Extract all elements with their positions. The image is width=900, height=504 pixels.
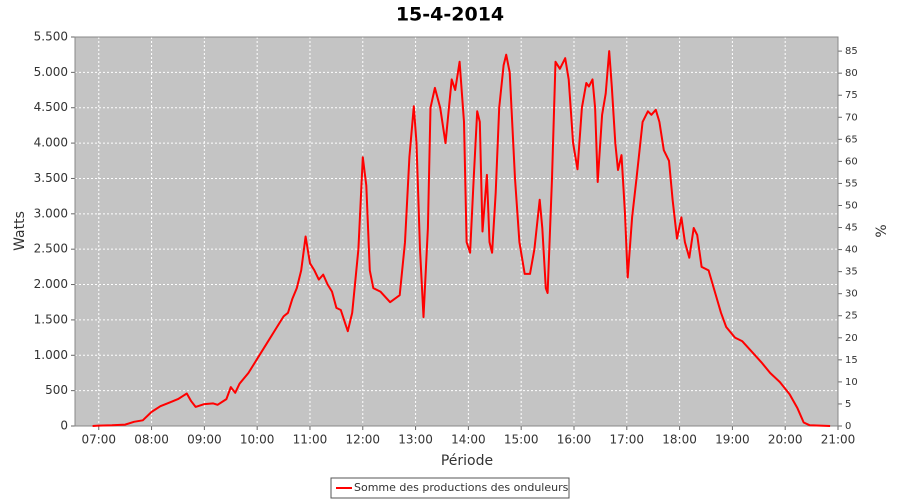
y2-tick-label: 20 <box>845 333 858 344</box>
y2-tick-label: 10 <box>845 377 858 388</box>
y2-tick-label: 85 <box>845 46 858 57</box>
plot-area <box>75 37 838 426</box>
y-tick-label: 2.500 <box>34 242 68 256</box>
y2-tick-label: 30 <box>845 289 858 300</box>
x-tick-label: 08:00 <box>134 433 169 447</box>
y2-tick-label: 40 <box>845 245 858 256</box>
x-tick-label: 10:00 <box>240 433 275 447</box>
y2-tick-label: 50 <box>845 200 858 211</box>
y2-tick-label: 15 <box>845 355 858 366</box>
y2-tick-label: 75 <box>845 90 858 101</box>
y-tick-label: 3.500 <box>34 171 68 185</box>
y2-tick-label: 0 <box>845 421 851 432</box>
y-tick-label: 3.000 <box>34 206 68 220</box>
legend-label: Somme des productions des onduleurs <box>354 481 569 494</box>
x-tick-label: 12:00 <box>345 433 380 447</box>
x-tick-label: 18:00 <box>662 433 697 447</box>
plot-border <box>74 36 839 427</box>
y2-tick-label: 80 <box>845 68 858 79</box>
y-tick-label: 4.500 <box>34 100 68 114</box>
x-tick-label: 07:00 <box>81 433 116 447</box>
y2-tick-label: 60 <box>845 156 858 167</box>
y-tick-label: 2.000 <box>34 277 68 291</box>
chart-title: 15-4-2014 <box>396 4 504 26</box>
y2-tick-label: 45 <box>845 223 858 234</box>
y2-tick-label: 55 <box>845 178 858 189</box>
y-tick-label: 1.500 <box>34 312 68 326</box>
y-tick-label: 5.000 <box>34 65 68 79</box>
legend-box <box>330 477 570 499</box>
x-tick-label: 17:00 <box>609 433 644 447</box>
x-tick-label: 21:00 <box>821 433 856 447</box>
y-tick-label: 1.000 <box>34 348 68 362</box>
y-tick-label: 0 <box>60 419 68 433</box>
y-tick-label: 500 <box>45 383 68 397</box>
y2-tick-label: 70 <box>845 112 858 123</box>
x-tick-label: 20:00 <box>768 433 803 447</box>
y-tick-label: 4.000 <box>34 136 68 150</box>
legend: Somme des productions des onduleurs <box>330 477 570 499</box>
y2-tick-label: 25 <box>845 311 858 322</box>
y2-tick-label: 35 <box>845 267 858 278</box>
x-tick-label: 16:00 <box>557 433 592 447</box>
x-tick-label: 19:00 <box>715 433 750 447</box>
x-tick-label: 11:00 <box>293 433 328 447</box>
y-axis-label: Watts <box>12 211 28 251</box>
y2-tick-label: 65 <box>845 134 858 145</box>
data-line <box>92 50 831 427</box>
y2-axis-label: % <box>874 224 890 237</box>
y2-tick-label: 5 <box>845 399 851 410</box>
x-tick-label: 14:00 <box>451 433 486 447</box>
y-tick-label: 5.500 <box>34 30 68 44</box>
x-tick-label: 15:00 <box>504 433 539 447</box>
x-tick-label: 13:00 <box>398 433 433 447</box>
x-axis-label: Période <box>441 453 493 469</box>
x-tick-label: 09:00 <box>187 433 222 447</box>
